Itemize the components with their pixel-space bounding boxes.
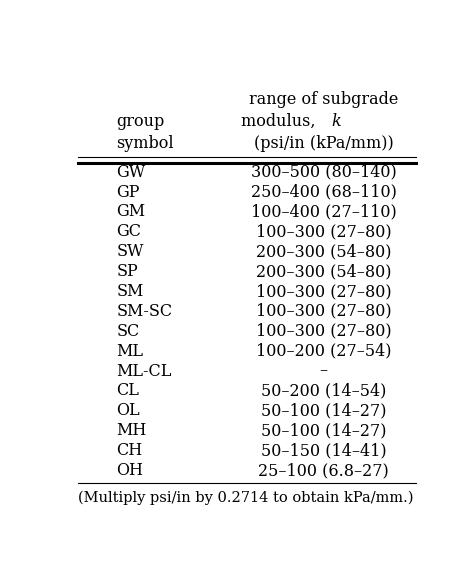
Text: ML-CL: ML-CL <box>116 363 172 380</box>
Text: OH: OH <box>116 462 143 479</box>
Text: 250–400 (68–110): 250–400 (68–110) <box>251 184 397 201</box>
Text: GP: GP <box>116 184 140 201</box>
Text: MH: MH <box>116 422 146 439</box>
Text: 25–100 (6.8–27): 25–100 (6.8–27) <box>258 462 389 479</box>
Text: GM: GM <box>116 204 146 220</box>
Text: range of subgrade: range of subgrade <box>249 92 399 109</box>
Text: modulus,: modulus, <box>241 113 324 130</box>
Text: 200–300 (54–80): 200–300 (54–80) <box>256 263 392 280</box>
Text: GW: GW <box>116 164 146 181</box>
Text: 100–200 (27–54): 100–200 (27–54) <box>256 343 392 360</box>
Text: ML: ML <box>116 343 143 360</box>
Text: –: – <box>319 363 328 380</box>
Text: OL: OL <box>116 402 140 419</box>
Text: 100–300 (27–80): 100–300 (27–80) <box>256 283 392 300</box>
Text: CH: CH <box>116 442 143 459</box>
Text: 100–400 (27–110): 100–400 (27–110) <box>251 204 397 220</box>
Text: 100–300 (27–80): 100–300 (27–80) <box>256 223 392 240</box>
Text: 50–100 (14–27): 50–100 (14–27) <box>261 422 386 439</box>
Text: (Multiply psi/in by 0.2714 to obtain kPa/mm.): (Multiply psi/in by 0.2714 to obtain kPa… <box>78 490 413 505</box>
Text: k: k <box>324 113 341 130</box>
Text: 300–500 (80–140): 300–500 (80–140) <box>251 164 397 181</box>
Text: SC: SC <box>116 323 139 340</box>
Text: SW: SW <box>116 243 144 260</box>
Text: symbol: symbol <box>116 134 174 151</box>
Text: SP: SP <box>116 263 138 280</box>
Text: 100–300 (27–80): 100–300 (27–80) <box>256 323 392 340</box>
Text: 200–300 (54–80): 200–300 (54–80) <box>256 243 392 260</box>
Text: group: group <box>116 113 164 130</box>
Text: CL: CL <box>116 382 139 399</box>
Text: 100–300 (27–80): 100–300 (27–80) <box>256 303 392 320</box>
Text: GC: GC <box>116 223 141 240</box>
Text: (psi/in (kPa/mm)): (psi/in (kPa/mm)) <box>254 134 393 151</box>
Text: SM: SM <box>116 283 144 300</box>
Text: 50–200 (14–54): 50–200 (14–54) <box>261 382 386 399</box>
Text: 50–150 (14–41): 50–150 (14–41) <box>261 442 387 459</box>
Text: 50–100 (14–27): 50–100 (14–27) <box>261 402 386 419</box>
Text: SM-SC: SM-SC <box>116 303 173 320</box>
